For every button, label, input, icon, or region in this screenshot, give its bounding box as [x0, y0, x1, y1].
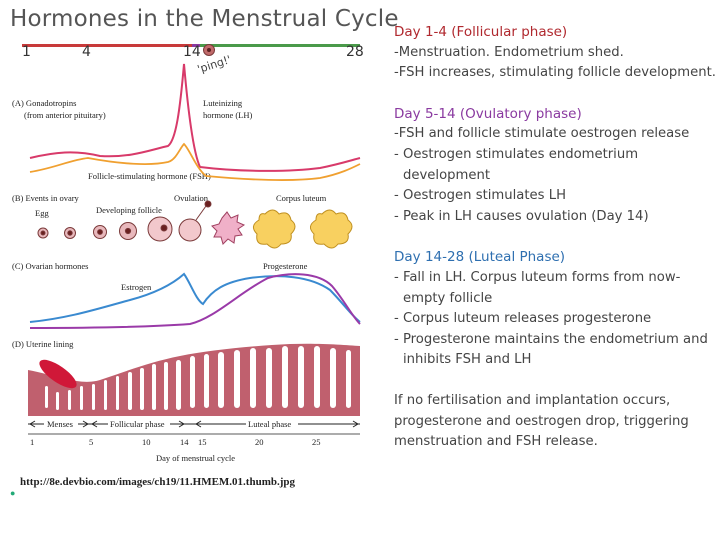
progesterone-curve [29, 273, 361, 329]
day-marker-14: 14 [183, 44, 201, 60]
explanation-panel: Day 1-4 (Follicular phase) -Menstruation… [394, 22, 716, 453]
panel-d-label: (D) Uterine lining [12, 339, 74, 349]
menses-label: Menses [47, 419, 73, 429]
panel-b-label: (B) Events in ovary [12, 193, 80, 203]
list-item: -FSH and follicle stimulate oestrogen re… [394, 126, 690, 142]
page-title: Hormones in the Menstrual Cycle [10, 6, 399, 32]
menstrual-blood-shape [39, 359, 77, 389]
follicle-egg-1 [37, 227, 49, 239]
luteal-phase-label: Luteal phase [248, 419, 291, 429]
source-url: http://8e.devbio.com/images/ch19/11.HMEM… [20, 476, 295, 488]
lh-label-line2: hormone (LH) [203, 110, 253, 120]
day-marker-28: 28 [346, 44, 364, 60]
panel-c-label: (C) Ovarian hormones [12, 261, 88, 271]
list-item: - Corpus luteum releases progesterone [394, 311, 652, 327]
closing-paragraph: If no fertilisation and implantation occ… [394, 392, 689, 450]
follicular-phase-label: Follicular phase [110, 419, 165, 429]
fsh-curve [29, 142, 361, 182]
section-ovulatory: Day 5-14 (Ovulatory phase) -FSH and foll… [394, 104, 716, 228]
axis-title: Day of menstrual cycle [156, 453, 235, 463]
lh-label-line1: Luteinizing [203, 98, 243, 108]
list-item: - Progesterone maintains the endometrium… [394, 331, 708, 368]
axis-tick-20: 20 [255, 437, 264, 447]
panel-a-sublabel: (from anterior pituitary) [24, 110, 106, 120]
panel-a-label: (A) Gonadotropins [12, 98, 76, 108]
fsh-label: Follicle-stimulating hormone (FSH) [88, 171, 211, 181]
axis-tick-5: 5 [89, 437, 93, 447]
egg-label: Egg [35, 208, 49, 218]
section-heading-follicular: Day 1-4 (Follicular phase) [394, 24, 568, 40]
axis-tick-25: 25 [312, 437, 321, 447]
follicle-egg-2 [64, 227, 76, 239]
axis-tick-10: 10 [142, 437, 151, 447]
ruptured-follicle [211, 211, 246, 245]
timeline-bar-red [22, 44, 192, 47]
ovulating-follicle [178, 200, 212, 242]
developing-follicle-1 [93, 225, 107, 239]
progesterone-label: Progesterone [263, 261, 308, 271]
corpus-luteum-1 [253, 209, 296, 249]
list-item: - Oestrogen stimulates endometrium devel… [394, 146, 639, 183]
globe-icon: ● [10, 488, 16, 498]
axis-tick-1: 1 [30, 437, 34, 447]
corpus-luteum-label: Corpus luteum [276, 193, 327, 203]
list-item: - Fall in LH. Corpus luteum forms from n… [394, 269, 681, 306]
list-item: -FSH increases, stimulating follicle dev… [394, 65, 716, 81]
ovum-marker-center [207, 48, 211, 52]
corpus-luteum-2 [310, 209, 353, 249]
developing-follicle-2 [119, 222, 137, 240]
list-item: -Menstruation. Endometrium shed. [394, 44, 624, 60]
section-heading-luteal: Day 14-28 (Luteal Phase) [394, 249, 566, 266]
ovulation-label: Ovulation [174, 193, 209, 203]
day-marker-1: 1 [22, 44, 31, 60]
list-item: - Peak in LH causes ovulation (Day 14) [394, 208, 649, 224]
developing-follicle-label: Developing follicle [96, 205, 162, 215]
lh-curve [29, 63, 361, 172]
developing-follicle-3 [147, 216, 173, 242]
section-heading-ovulatory: Day 5-14 (Ovulatory phase) [394, 105, 582, 122]
day-marker-4: 4 [82, 44, 91, 60]
axis-tick-15: 15 [198, 437, 207, 447]
axis-tick-14: 14 [180, 437, 189, 447]
section-follicular: Day 1-4 (Follicular phase) -Menstruation… [394, 22, 716, 84]
uterine-gland-pattern [45, 346, 351, 410]
menstrual-cycle-diagram: (A) Gonadotropins (from anterior pituita… [12, 44, 361, 463]
timeline-bar-purple [192, 44, 200, 47]
estrogen-label: Estrogen [121, 282, 152, 292]
section-luteal: Day 14-28 (Luteal Phase) - Fall in LH. C… [394, 247, 716, 371]
estrogen-curve [29, 272, 361, 323]
timeline-bar-green [200, 44, 360, 47]
list-item: - Oestrogen stimulates LH [394, 188, 566, 204]
